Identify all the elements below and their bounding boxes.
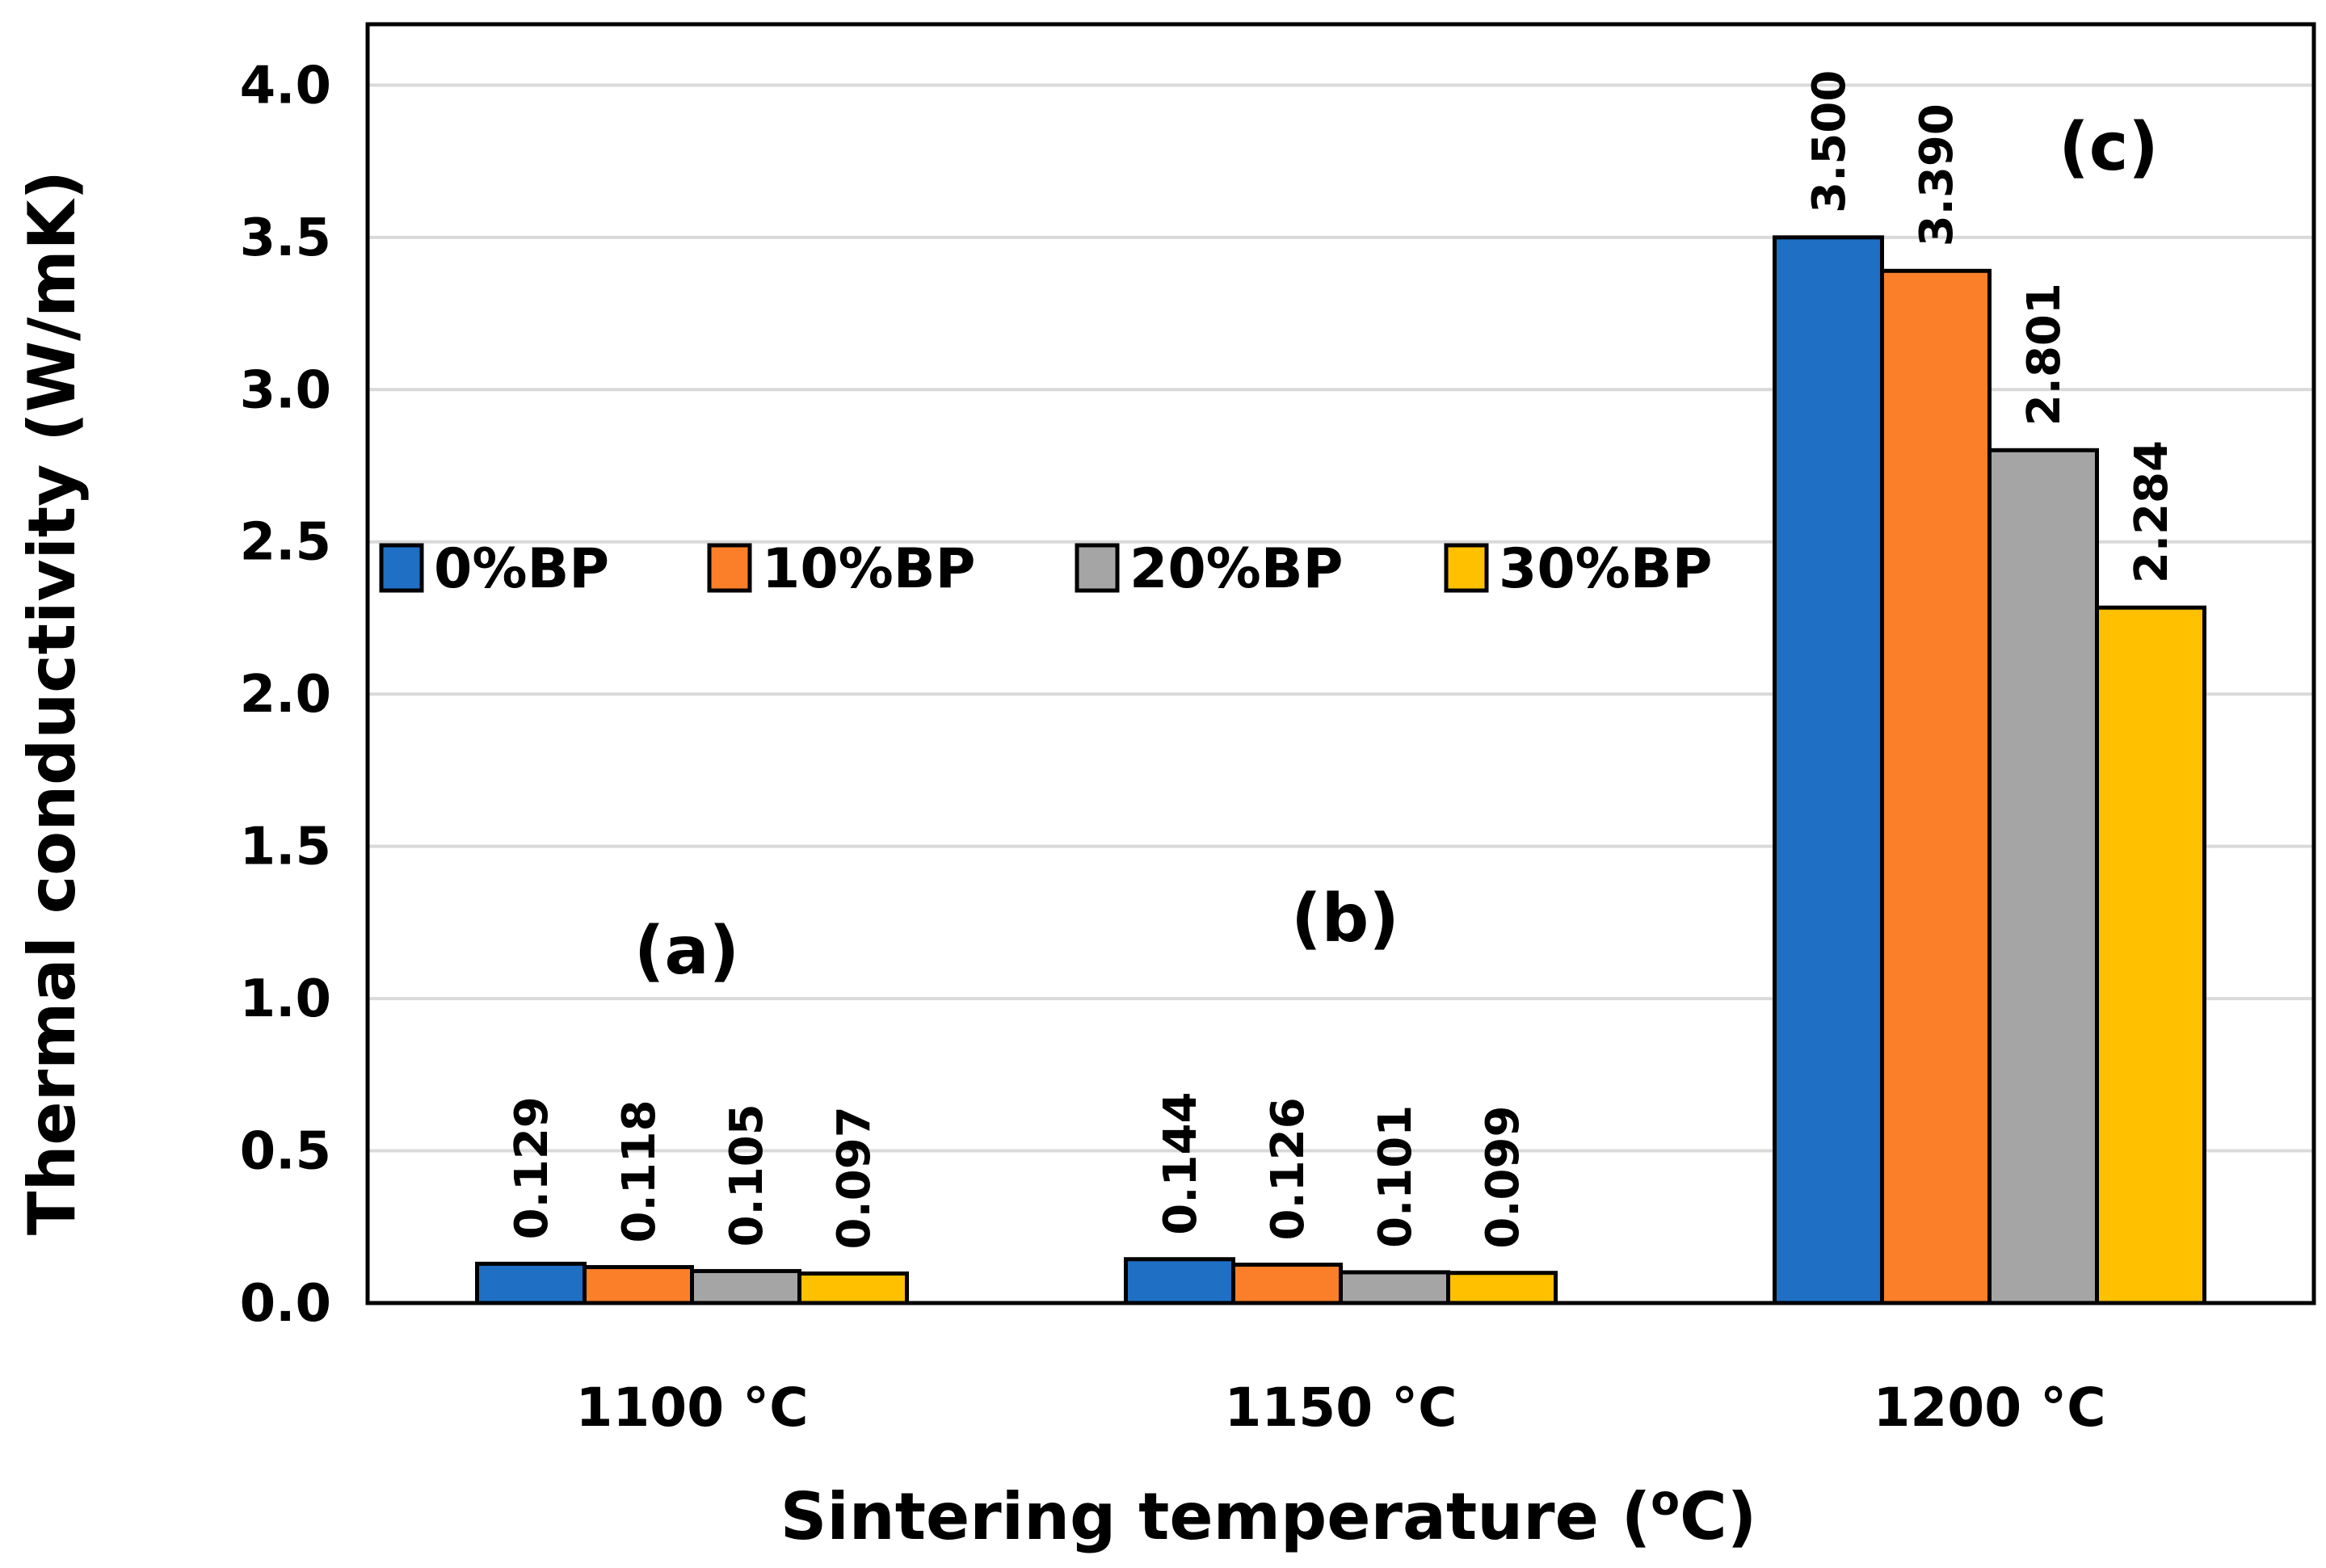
data-label: 3.500	[1803, 70, 1856, 213]
legend-label: 20%BP	[1129, 537, 1343, 601]
plot-area-frame	[365, 22, 2316, 1305]
data-label: 0.126	[1262, 1097, 1314, 1240]
y-tick-label: 2.5	[240, 513, 331, 573]
panel-label: (b)	[1291, 881, 1399, 957]
legend-swatch	[707, 543, 752, 593]
legend-swatch	[1075, 543, 1120, 593]
data-label: 2.284	[2126, 440, 2178, 583]
y-tick-label: 1.0	[240, 969, 331, 1029]
legend-swatch	[379, 543, 424, 593]
data-labels: 0.129 0.118 0.105 0.097 0.144 0.126 0.101 0.099…	[506, 70, 2178, 1250]
gridlines	[368, 83, 2314, 1153]
bar	[475, 1261, 587, 1305]
legend-label: 0%BP	[434, 537, 609, 601]
bar	[797, 1271, 909, 1305]
x-axis-title-superscript: o	[1651, 1477, 1680, 1525]
x-category-label: 1200 °C	[1873, 1377, 2105, 1439]
bar	[1880, 268, 1992, 1305]
panel-labels: (a) (b) (c)	[634, 109, 2159, 990]
legend-label: 10%BP	[762, 537, 975, 601]
data-label: 0.118	[613, 1099, 666, 1242]
y-tick-label: 0.0	[240, 1274, 331, 1334]
y-tick-label: 1.5	[240, 818, 331, 877]
legend-label: 30%BP	[1499, 537, 1712, 601]
legend-swatch	[1444, 543, 1489, 593]
bar	[583, 1265, 694, 1305]
y-tick-label: 0.5	[240, 1122, 331, 1182]
data-label: 0.101	[1369, 1105, 1422, 1248]
bar	[1446, 1271, 1558, 1305]
legend: 0%BP 10%BP 20%BP 30%BP	[379, 537, 1712, 601]
y-tick-label: 3.5	[240, 208, 331, 268]
x-axis-title-suffix: C)	[1680, 1479, 1756, 1554]
y-tick-labels: 0.0 0.5 1.0 1.5 2.0 2.5 3.0 3.5 4.0	[240, 56, 331, 1334]
data-label: 3.390	[1911, 103, 1963, 246]
data-label: 0.097	[828, 1106, 881, 1249]
data-label: 0.144	[1155, 1092, 1207, 1235]
bar	[1987, 448, 2099, 1305]
y-tick-label: 2.0	[240, 665, 331, 725]
x-axis-title: Sintering temperature (oC)	[780, 1477, 1757, 1554]
data-label: 0.105	[721, 1103, 773, 1246]
bar	[1339, 1270, 1450, 1305]
y-tick-label: 3.0	[240, 360, 331, 420]
x-axis-title-prefix: Sintering temperature (	[780, 1479, 1651, 1554]
x-category-labels: 1100 °C 1150 °C 1200 °C	[575, 1377, 2105, 1439]
y-axis-title: Thermal conductivity (W/mK)	[15, 170, 90, 1235]
bar	[1773, 235, 1884, 1305]
bar	[2095, 605, 2206, 1305]
data-label: 0.129	[506, 1096, 558, 1239]
x-category-label: 1150 °C	[1224, 1377, 1457, 1439]
bar	[1231, 1263, 1343, 1305]
y-tick-label: 4.0	[240, 56, 331, 116]
bar	[1124, 1257, 1235, 1305]
panel-label: (a)	[634, 913, 739, 990]
bar	[690, 1268, 801, 1305]
data-label: 0.099	[1477, 1106, 1529, 1249]
x-category-label: 1100 °C	[575, 1377, 808, 1439]
panel-label: (c)	[2059, 109, 2159, 186]
data-label: 2.801	[2018, 283, 2071, 426]
